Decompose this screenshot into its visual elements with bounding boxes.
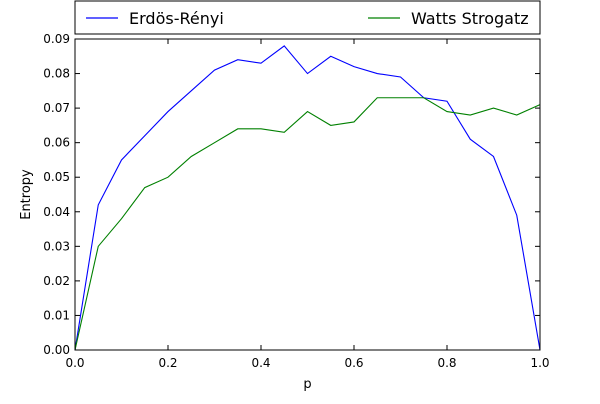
- legend-label-2: Watts Strogatz: [411, 9, 529, 28]
- axes: p Entropy 0.0 0.2 0.4 0.6 0.8 1.0 0.00 0.01 0.02…: [19, 32, 550, 392]
- y-tick-label: 0.01: [43, 308, 70, 322]
- y-tick-label: 0.00: [43, 343, 70, 357]
- y-tick-label: 0.05: [43, 170, 70, 184]
- y-tick-label: 0.04: [43, 205, 70, 219]
- y-tick-label: 0.09: [43, 32, 70, 46]
- x-tick-label: 1.0: [530, 356, 549, 370]
- x-tick-label: 0.6: [344, 356, 363, 370]
- y-tick-label: 0.06: [43, 136, 70, 150]
- x-tick-label: 0.4: [251, 356, 270, 370]
- x-axis-label: p: [303, 377, 311, 392]
- x-tick-label: 0.8: [437, 356, 456, 370]
- legend: Erdös-Rényi Watts Strogatz: [74, 0, 541, 35]
- y-tick-label: 0.03: [43, 239, 70, 253]
- plot-area: [74, 45, 541, 351]
- series-line-2: [74, 97, 541, 351]
- legend-frame: [74, 0, 541, 35]
- plot-frame: [74, 38, 541, 351]
- x-tick-label: 0.0: [65, 356, 84, 370]
- y-tick-label: 0.08: [43, 67, 70, 81]
- legend-label-1: Erdös-Rényi: [129, 9, 224, 28]
- x-tick-label: 0.2: [158, 356, 177, 370]
- y-tick-label: 0.02: [43, 274, 70, 288]
- y-tick-label: 0.07: [43, 101, 70, 115]
- y-axis-label: Entropy: [19, 169, 34, 220]
- series-line-1: [74, 45, 541, 351]
